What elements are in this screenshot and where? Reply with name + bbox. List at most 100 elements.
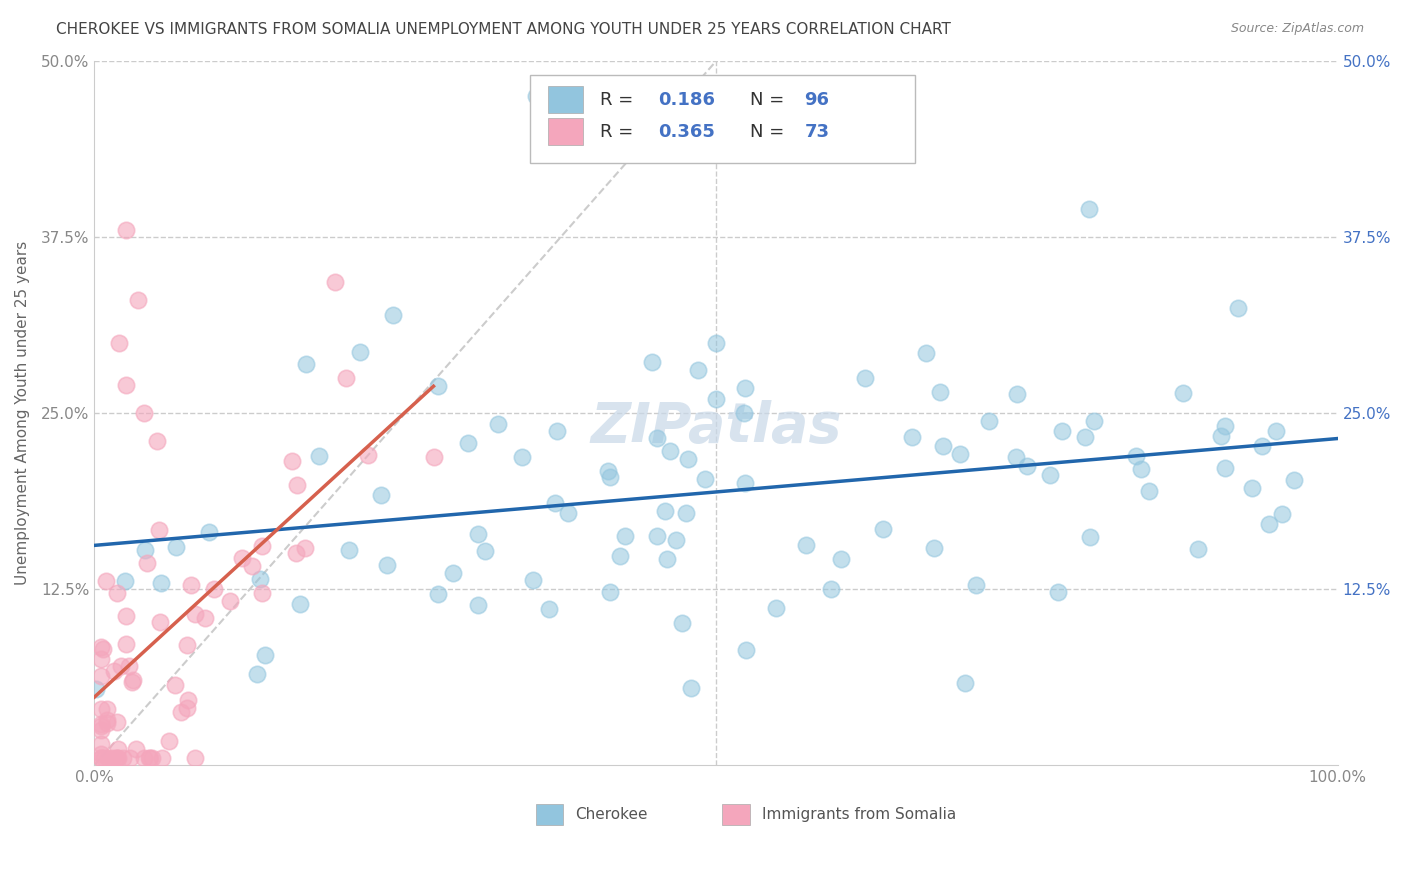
Point: [295, 357, 318, 371]
Point: [704, 392, 727, 406]
Point: [370, 488, 392, 502]
Point: [765, 601, 787, 615]
Point: [118, 659, 141, 673]
Point: [115, 609, 138, 624]
Point: [820, 582, 842, 596]
Point: [100, 751, 122, 765]
Point: [159, 734, 181, 748]
Text: ZIPatlas: ZIPatlas: [591, 401, 842, 454]
Point: [427, 587, 450, 601]
Point: [1083, 414, 1105, 428]
Point: [139, 751, 162, 765]
Point: [467, 599, 489, 613]
Point: [422, 450, 444, 465]
Point: [184, 607, 207, 622]
Point: [1258, 517, 1281, 532]
Point: [90, 702, 112, 716]
Point: [1171, 385, 1194, 400]
Point: [474, 544, 496, 558]
Point: [381, 308, 404, 322]
Point: [103, 664, 125, 678]
Point: [184, 751, 207, 765]
Point: [285, 478, 308, 492]
Point: [90, 669, 112, 683]
Point: [965, 578, 987, 592]
Point: [90, 751, 112, 765]
Text: Cherokee: Cherokee: [575, 807, 648, 822]
Point: [202, 582, 225, 596]
Point: [538, 602, 561, 616]
Point: [1005, 387, 1028, 401]
Point: [252, 539, 274, 553]
Point: [152, 751, 174, 765]
Text: R =: R =: [600, 122, 640, 141]
Point: [96, 702, 118, 716]
Point: [1264, 424, 1286, 438]
Bar: [723, 804, 749, 825]
Point: [1137, 483, 1160, 498]
Point: [90, 717, 112, 731]
Point: [640, 355, 662, 369]
Point: [900, 430, 922, 444]
Point: [1187, 541, 1209, 556]
Point: [176, 638, 198, 652]
Point: [599, 585, 621, 599]
Point: [177, 693, 200, 707]
Point: [90, 640, 112, 654]
Text: 0.186: 0.186: [658, 91, 714, 109]
Point: [127, 293, 149, 308]
Text: Source: ZipAtlas.com: Source: ZipAtlas.com: [1230, 22, 1364, 36]
FancyBboxPatch shape: [530, 75, 915, 163]
Point: [735, 643, 758, 657]
Point: [928, 384, 950, 399]
Point: [1046, 585, 1069, 599]
Text: N =: N =: [749, 91, 790, 109]
Point: [675, 507, 697, 521]
Text: CHEROKEE VS IMMIGRANTS FROM SOMALIA UNEMPLOYMENT AMONG YOUTH UNDER 25 YEARS CORR: CHEROKEE VS IMMIGRANTS FROM SOMALIA UNEM…: [56, 22, 950, 37]
Point: [91, 641, 114, 656]
Point: [134, 543, 156, 558]
Point: [125, 742, 148, 756]
Point: [596, 464, 619, 478]
Point: [93, 751, 115, 765]
Point: [165, 540, 187, 554]
Point: [693, 472, 716, 486]
Point: [337, 543, 360, 558]
Point: [349, 345, 371, 359]
Point: [112, 751, 135, 765]
Text: Immigrants from Somalia: Immigrants from Somalia: [762, 807, 956, 822]
Point: [457, 436, 479, 450]
Point: [323, 275, 346, 289]
Point: [613, 529, 636, 543]
Point: [599, 470, 621, 484]
Point: [977, 413, 1000, 427]
Point: [114, 637, 136, 651]
Point: [294, 541, 316, 556]
Point: [1039, 467, 1062, 482]
Point: [90, 751, 112, 765]
Point: [704, 335, 727, 350]
Point: [253, 648, 276, 662]
Point: [467, 526, 489, 541]
Point: [665, 533, 688, 547]
Point: [132, 751, 155, 765]
Point: [872, 522, 894, 536]
Point: [114, 574, 136, 588]
Point: [681, 681, 703, 695]
Point: [647, 529, 669, 543]
Point: [148, 524, 170, 538]
Point: [659, 443, 682, 458]
Point: [655, 551, 678, 566]
Point: [546, 424, 568, 438]
Point: [426, 379, 449, 393]
Bar: [536, 804, 564, 825]
Point: [1004, 450, 1026, 464]
Point: [180, 578, 202, 592]
Text: 96: 96: [804, 91, 830, 109]
Point: [853, 371, 876, 385]
Point: [654, 504, 676, 518]
Point: [733, 406, 755, 420]
Point: [141, 751, 163, 765]
Point: [249, 572, 271, 586]
Point: [240, 559, 263, 574]
